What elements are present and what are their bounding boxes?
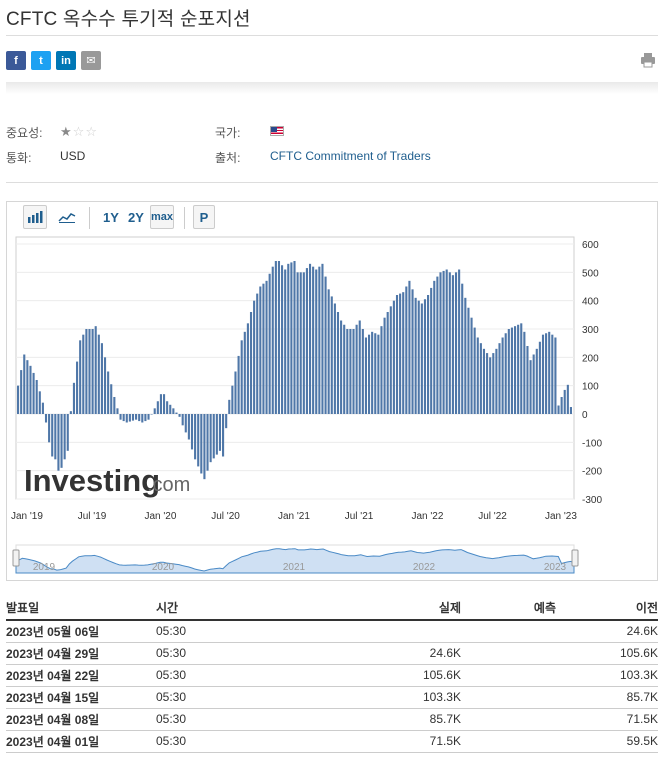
row-forecast	[461, 620, 556, 643]
col-date-header[interactable]: 발표일	[6, 596, 156, 621]
history-table: 발표일 시간 실제 예측 이전 2023년 05월 06일 05:30 24.6K …	[6, 596, 658, 753]
col-forecast-header[interactable]: 예측	[461, 596, 556, 621]
row-date: 2023년 04월 08일	[6, 708, 156, 731]
range-1y-button[interactable]: 1Y	[103, 209, 119, 225]
row-date: 2023년 04월 01일	[6, 730, 156, 753]
row-previous: 71.5K	[556, 708, 658, 731]
currency-value: USD	[60, 149, 86, 163]
title-divider	[6, 35, 658, 36]
source-label: 출처:	[215, 151, 241, 165]
email-icon: ✉	[86, 55, 96, 67]
section-shadow	[6, 82, 658, 94]
star-filled-icon: ★	[60, 124, 73, 139]
col-previous-header[interactable]: 이전	[556, 596, 658, 621]
importance-label: 중요성:	[6, 126, 43, 140]
row-forecast	[461, 686, 556, 709]
importance-stars: ★☆☆	[60, 124, 98, 140]
table-row: 2023년 04월 08일 05:30 85.7K 71.5K	[6, 708, 658, 731]
row-actual: 85.7K	[276, 708, 461, 731]
facebook-icon: f	[14, 54, 18, 67]
area-chart-button[interactable]	[55, 205, 79, 229]
col-time-header[interactable]: 시간	[156, 596, 276, 621]
row-actual	[276, 620, 461, 643]
source-link[interactable]: CFTC Commitment of Traders	[270, 149, 431, 163]
toolbar-separator	[89, 207, 90, 229]
row-forecast	[461, 642, 556, 665]
row-previous: 103.3K	[556, 664, 658, 687]
row-date: 2023년 04월 29일	[6, 642, 156, 665]
bar-chart-icon	[28, 211, 43, 223]
page-title: CFTC 옥수수 투기적 순포지션	[6, 9, 251, 30]
row-forecast	[461, 664, 556, 687]
table-row: 2023년 04월 22일 05:30 105.6K 103.3K	[6, 664, 658, 687]
twitter-share-button[interactable]: t	[31, 51, 51, 70]
currency-label: 통화:	[6, 151, 32, 165]
table-row: 2023년 04월 15일 05:30 103.3K 85.7K	[6, 686, 658, 709]
row-time: 05:30	[156, 620, 276, 643]
table-header-row: 발표일 시간 실제 예측 이전	[6, 596, 658, 621]
row-time: 05:30	[156, 730, 276, 753]
twitter-icon: t	[39, 54, 43, 67]
row-actual: 103.3K	[276, 686, 461, 709]
toolbar-separator	[184, 207, 185, 229]
table-row: 2023년 05월 06일 05:30 24.6K	[6, 620, 658, 643]
area-chart-icon	[58, 213, 76, 223]
row-previous: 85.7K	[556, 686, 658, 709]
table-row: 2023년 04월 01일 05:30 71.5K 59.5K	[6, 730, 658, 753]
print-icon[interactable]	[640, 52, 656, 68]
col-actual-header[interactable]: 실제	[276, 596, 461, 621]
star-empty-icon: ☆	[85, 124, 98, 139]
facebook-share-button[interactable]: f	[6, 51, 26, 70]
row-actual: 71.5K	[276, 730, 461, 753]
bar-chart-button[interactable]	[23, 205, 47, 229]
row-time: 05:30	[156, 686, 276, 709]
range-2y-button[interactable]: 2Y	[128, 209, 144, 225]
range-max-button[interactable]: max	[150, 205, 174, 229]
star-empty-icon: ☆	[72, 124, 86, 139]
meta-divider	[6, 182, 658, 183]
chart-container	[6, 201, 658, 581]
linkedin-icon: in	[61, 54, 71, 67]
row-forecast	[461, 708, 556, 731]
row-date: 2023년 04월 15일	[6, 686, 156, 709]
row-previous: 105.6K	[556, 642, 658, 665]
row-actual: 105.6K	[276, 664, 461, 687]
row-date: 2023년 05월 06일	[6, 620, 156, 643]
table-row: 2023년 04월 29일 05:30 24.6K 105.6K	[6, 642, 658, 665]
country-label: 국가:	[215, 126, 241, 140]
row-actual: 24.6K	[276, 642, 461, 665]
row-time: 05:30	[156, 664, 276, 687]
row-time: 05:30	[156, 708, 276, 731]
row-previous: 59.5K	[556, 730, 658, 753]
row-time: 05:30	[156, 642, 276, 665]
row-previous: 24.6K	[556, 620, 658, 643]
us-flag-icon	[270, 126, 284, 136]
linkedin-share-button[interactable]: in	[56, 51, 76, 70]
row-forecast	[461, 730, 556, 753]
p-button[interactable]: P	[193, 205, 215, 229]
row-date: 2023년 04월 22일	[6, 664, 156, 687]
email-share-button[interactable]: ✉	[81, 51, 101, 70]
